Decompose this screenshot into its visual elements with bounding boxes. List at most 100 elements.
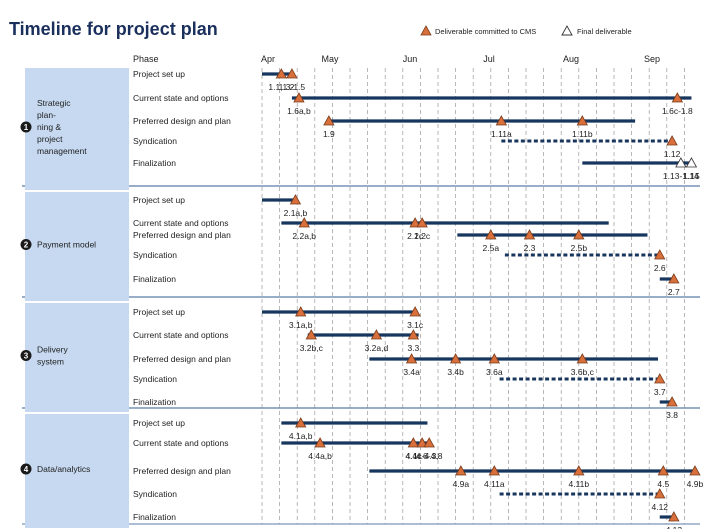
milestone-label: 4.9a (453, 479, 470, 489)
milestone-marker (275, 68, 288, 79)
milestone-marker (416, 217, 428, 228)
milestone-label: 3.2b,c (300, 343, 324, 353)
phase-label: Project set up (133, 307, 185, 317)
milestone-label: 3.4a (403, 367, 420, 377)
section-number: 2 (24, 241, 29, 250)
section-number: 1 (24, 123, 29, 132)
milestone-label: 3.3 (407, 343, 419, 353)
section-box (25, 303, 129, 412)
milestone-label: 3.7 (654, 387, 666, 397)
milestone-marker (314, 437, 326, 448)
phase-label: Project set up (133, 195, 185, 205)
milestone-marker (573, 465, 585, 476)
milestone-marker (657, 465, 669, 476)
milestone-marker (488, 353, 500, 364)
milestone-label: 1.11b (572, 129, 593, 139)
section-name: Data/analytics (37, 464, 90, 474)
milestone-marker (576, 115, 588, 126)
milestone-marker (295, 417, 307, 428)
milestone-marker (370, 329, 383, 340)
section-number-badge (20, 239, 32, 250)
milestone-label: 1.6c-1.8 (662, 106, 693, 116)
section-name: plan- (37, 110, 56, 120)
phase-label: Syndication (133, 250, 177, 260)
phase-label: Current state and options (133, 93, 228, 103)
milestone-marker (485, 229, 497, 240)
milestone-marker (523, 229, 536, 240)
milestone-marker (298, 217, 310, 228)
milestone-marker (293, 92, 305, 103)
phase-label: Current state and options (133, 438, 228, 448)
phase-label: Syndication (133, 374, 177, 384)
milestone-marker (409, 217, 421, 228)
phase-label: Finalization (133, 397, 176, 407)
section-name: management (37, 146, 87, 156)
milestone-marker (666, 135, 678, 146)
legend-committed-marker (420, 25, 432, 36)
month-label: Jun (403, 54, 418, 64)
milestone-label: 4.6-4.8 (416, 451, 443, 461)
milestone-marker (685, 157, 698, 168)
milestone-marker (654, 373, 666, 384)
phase-label: Finalization (133, 158, 176, 168)
milestone-label: 2.1c (407, 231, 424, 241)
legend-final-label: Final deliverable (577, 27, 632, 36)
milestone-label: 4.4c (405, 451, 422, 461)
milestone-label: 4.9b (687, 479, 704, 489)
milestone-label: 3.6a (486, 367, 503, 377)
milestone-marker (323, 115, 335, 126)
milestone-marker (666, 396, 678, 407)
milestone-marker (495, 115, 508, 126)
milestone-label: 3.1a,b (289, 320, 313, 330)
milestone-label: 1.12 (664, 149, 681, 159)
phase-label: Project set up (133, 418, 185, 428)
section-name: system (37, 357, 64, 367)
month-label: May (321, 54, 339, 64)
milestone-marker (675, 157, 687, 168)
milestone-marker (405, 353, 418, 364)
milestone-label: 2.2c (414, 231, 431, 241)
milestone-label: 1.13-1.14 (663, 171, 699, 181)
month-label: Sep (644, 54, 660, 64)
milestone-label: 3.4b (447, 367, 464, 377)
milestone-marker (689, 465, 701, 476)
milestone-marker (654, 249, 666, 260)
milestone-marker (455, 465, 467, 476)
legend-committed-label: Deliverable committed to CMS (435, 27, 536, 36)
section-number-badge (20, 350, 32, 361)
milestone-label: 2.3 (524, 243, 536, 253)
milestone-marker (654, 488, 666, 499)
milestone-label: 4.1c-4.3, (406, 451, 439, 461)
milestone-label: 2.1a,b (284, 208, 308, 218)
milestone-label: 1.15 (683, 171, 700, 181)
phase-label: Preferred design and plan (133, 466, 231, 476)
section-name: ning & (37, 122, 61, 132)
milestone-label: 2.2a,b (292, 231, 316, 241)
milestone-marker (416, 437, 428, 448)
milestone-label: 3.1c (407, 320, 424, 330)
section-name: Payment model (37, 240, 96, 250)
milestone-label: 4.5 (657, 479, 669, 489)
milestone-label: 1.11a (491, 129, 512, 139)
section-name: Strategic (37, 98, 71, 108)
phase-label: Preferred design and plan (133, 116, 231, 126)
section-number-badge (20, 121, 32, 133)
phase-label: Preferred design and plan (133, 230, 231, 240)
phase-label: Current state and options (133, 218, 228, 228)
milestone-label: 4.11b (568, 479, 589, 489)
section-number: 3 (24, 352, 29, 361)
milestone-marker (573, 229, 585, 240)
section-number-badge (20, 463, 32, 475)
milestone-marker (407, 437, 420, 448)
milestone-label: 4.1a,b (289, 431, 313, 441)
milestone-marker (576, 353, 588, 364)
section-box (25, 192, 129, 301)
milestone-label: 4.4a,b (308, 451, 332, 461)
milestone-marker (488, 465, 500, 476)
milestone-label: 2.7 (668, 287, 680, 297)
phase-label: Syndication (133, 136, 177, 146)
phase-label: Finalization (133, 512, 176, 522)
milestone-label: 3.6b,c (571, 367, 595, 377)
